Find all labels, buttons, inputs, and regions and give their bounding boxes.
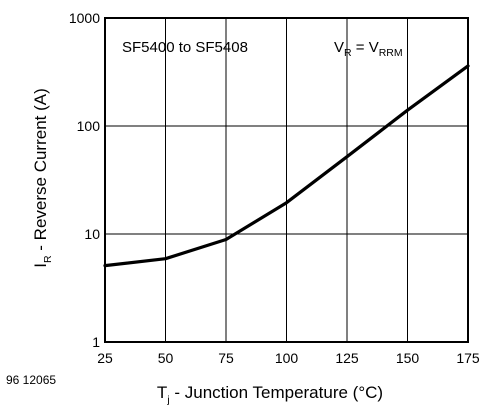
data-point: [165, 258, 166, 260]
data-point: [225, 238, 227, 240]
device-annotation: SF5400 to SF5408: [122, 39, 248, 56]
data-point: [467, 65, 469, 67]
x-tick-label: 100: [275, 350, 299, 366]
data-point: [104, 265, 106, 267]
x-tick-label: 75: [218, 350, 234, 366]
x-tick-label: 175: [456, 350, 480, 366]
y-axis-label: IR - Reverse Current (A): [31, 88, 54, 268]
data-point: [346, 156, 348, 158]
data-point: [286, 202, 287, 204]
y-tick-label: 10: [84, 226, 100, 242]
x-tick-label: 125: [335, 350, 359, 366]
y-tick-label: 1000: [69, 10, 100, 26]
figure-id: 96 12065: [6, 373, 56, 387]
y-tick-label: 1: [92, 334, 100, 350]
y-tick-label: 100: [77, 118, 101, 134]
x-tick-label: 50: [158, 350, 174, 366]
x-axis-label: Tj - Junction Temperature (°C): [157, 383, 383, 406]
grid-lines: [104, 17, 469, 343]
plot-frame: [104, 17, 469, 343]
x-tick-label: 150: [396, 350, 420, 366]
x-tick-label: 25: [97, 350, 113, 366]
condition-annotation: VR = VRRM: [334, 39, 403, 59]
data-point: [407, 109, 408, 111]
